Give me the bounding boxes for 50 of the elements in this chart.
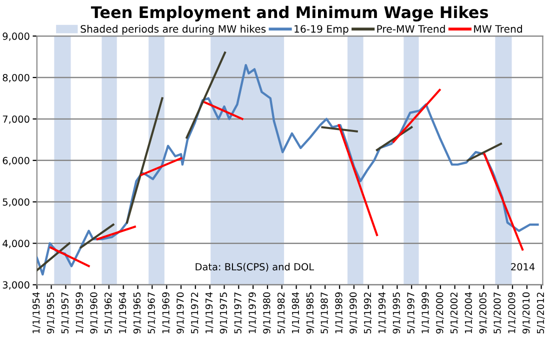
y-tick-label: 4,000 <box>2 240 30 248</box>
x-tick-label: 1/1/1989 <box>335 292 344 334</box>
x-tick-label: 5/1/2007 <box>494 292 502 334</box>
x-tick-label: 9/1/2005 <box>479 292 488 334</box>
x-tick-label: 5/1/1987 <box>320 292 329 334</box>
x-tick-label: 9/1/2010 <box>522 292 530 334</box>
x-tick-label: 5/1/1957 <box>61 292 70 334</box>
annotation: 2014 <box>511 263 535 270</box>
x-tick-label: 5/1/1977 <box>234 292 242 334</box>
x-tick-label: 1/1/1969 <box>162 292 170 334</box>
x-tick-label: 9/1/2000 <box>436 292 444 334</box>
x-tick-label: 1/1/1999 <box>422 292 430 334</box>
x-tick-label: 1/1/1954 <box>32 292 40 334</box>
legend-label: Pre-MW Trend <box>377 24 445 33</box>
x-tick-label: 9/1/1965 <box>133 292 142 334</box>
band-label: Shaded periods are during MW hikes <box>80 24 266 35</box>
x-tick-label: 5/1/1982 <box>277 292 286 334</box>
y-tick-label: 3,000 <box>2 281 30 290</box>
x-tick-label: 1/1/1994 <box>378 292 386 334</box>
y-tick-label: 7,000 <box>2 115 30 124</box>
x-tick-label: 5/1/1997 <box>407 292 416 334</box>
annotation: Data: BLS(CPS) and DOL <box>196 262 314 272</box>
x-tick-label: 9/1/1980 <box>263 292 271 334</box>
x-tick-label: 5/1/2012 <box>536 292 545 334</box>
x-tick-label: 9/1/1975 <box>220 292 228 334</box>
x-tick-label: 1/1/1974 <box>205 292 214 334</box>
x-tick-label: 1/1/1979 <box>248 292 257 334</box>
x-tick-label: 5/1/1992 <box>364 292 372 334</box>
x-tick-label: 5/1/1972 <box>191 292 199 334</box>
x-tick-label: 1/1/1984 <box>292 292 300 334</box>
x-tick-label: 9/1/1960 <box>90 292 98 334</box>
y-tick-label: 8,000 <box>2 74 30 82</box>
x-tick-label: 9/1/1995 <box>392 292 401 334</box>
x-tick-label: 9/1/1970 <box>176 292 185 334</box>
y-tick-label: 5,000 <box>2 198 30 207</box>
y-tick-label: 9,000 <box>2 32 30 41</box>
x-tick-label: 5/1/1967 <box>148 292 156 334</box>
chart-title: Teen Employment and Minimum Wage Hikes <box>90 6 488 22</box>
x-tick-label: 5/1/1962 <box>104 292 112 334</box>
legend-label: 16-19 Emp <box>294 25 348 35</box>
legend-label: MW Trend <box>474 24 522 33</box>
x-tick-label: 1/1/1964 <box>118 292 127 334</box>
x-tick-label: 9/1/1985 <box>306 292 314 334</box>
x-tick-label: 5/1/2002 <box>450 292 458 334</box>
x-tick-label: 1/1/1959 <box>76 292 84 334</box>
x-tick-label: 9/1/1955 <box>46 292 55 334</box>
x-tick-label: 1/1/2009 <box>508 292 516 334</box>
y-tick-label: 6,000 <box>2 156 30 166</box>
x-tick-label: 9/1/1990 <box>350 292 358 334</box>
x-tick-label: 1/1/2004 <box>464 292 473 334</box>
